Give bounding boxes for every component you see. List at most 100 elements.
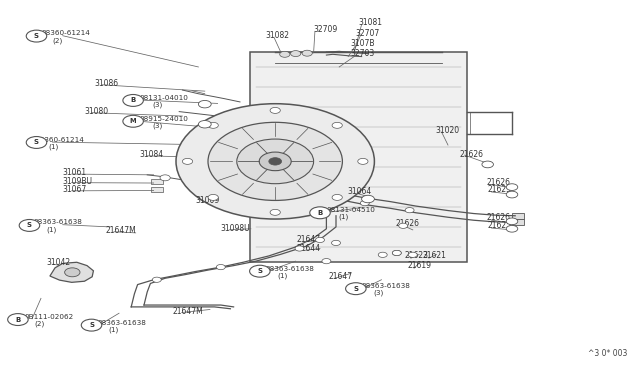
Circle shape — [176, 104, 374, 219]
Text: 31009: 31009 — [195, 196, 220, 205]
Circle shape — [160, 175, 170, 181]
Text: (1): (1) — [47, 226, 57, 233]
Circle shape — [123, 94, 143, 106]
Circle shape — [208, 122, 342, 201]
Text: 31086: 31086 — [95, 79, 119, 88]
Text: 21647: 21647 — [296, 235, 321, 244]
Circle shape — [291, 51, 301, 57]
Polygon shape — [50, 262, 93, 282]
Text: 21621: 21621 — [422, 251, 446, 260]
Circle shape — [405, 208, 414, 213]
Text: (1): (1) — [48, 144, 58, 150]
Circle shape — [198, 121, 211, 128]
Circle shape — [65, 268, 80, 277]
Text: 08360-61214: 08360-61214 — [35, 137, 84, 143]
Circle shape — [19, 219, 40, 231]
Circle shape — [302, 50, 312, 56]
Circle shape — [208, 122, 218, 128]
Circle shape — [506, 191, 518, 198]
Circle shape — [482, 161, 493, 168]
Text: 3109BU: 3109BU — [63, 177, 93, 186]
Text: 21626: 21626 — [486, 213, 511, 222]
Text: 08360-61214: 08360-61214 — [42, 31, 90, 36]
Circle shape — [358, 158, 368, 164]
Text: (3): (3) — [152, 123, 163, 129]
Circle shape — [378, 252, 387, 257]
Circle shape — [399, 223, 408, 228]
Text: B: B — [131, 97, 136, 103]
Circle shape — [280, 51, 290, 57]
Text: (2): (2) — [34, 321, 44, 327]
Circle shape — [506, 218, 518, 225]
Text: 08131-04510: 08131-04510 — [326, 207, 375, 213]
Text: 0B111-02062: 0B111-02062 — [24, 314, 74, 320]
Circle shape — [259, 152, 291, 171]
Circle shape — [332, 195, 342, 201]
Text: 21626: 21626 — [396, 219, 420, 228]
Circle shape — [310, 207, 330, 219]
Circle shape — [270, 108, 280, 113]
FancyBboxPatch shape — [151, 187, 163, 192]
Text: 31082: 31082 — [266, 31, 289, 40]
FancyBboxPatch shape — [512, 213, 524, 219]
Circle shape — [506, 184, 518, 190]
Text: S: S — [27, 222, 32, 228]
Text: (1): (1) — [277, 272, 287, 279]
Text: 08131-04010: 08131-04010 — [140, 95, 188, 101]
Text: S: S — [34, 140, 39, 145]
Circle shape — [392, 250, 401, 256]
Circle shape — [26, 30, 47, 42]
Text: 21619: 21619 — [408, 262, 432, 270]
Circle shape — [332, 122, 342, 128]
Text: 31064: 31064 — [348, 187, 372, 196]
FancyBboxPatch shape — [250, 52, 467, 262]
Text: 21644: 21644 — [296, 244, 321, 253]
Text: 31061: 31061 — [63, 169, 87, 177]
Text: 31080: 31080 — [84, 107, 109, 116]
Text: 21647M: 21647M — [106, 226, 136, 235]
Circle shape — [237, 139, 314, 184]
Text: M: M — [130, 118, 136, 124]
Text: (1): (1) — [109, 326, 119, 333]
Circle shape — [8, 314, 28, 326]
Text: 32709: 32709 — [314, 25, 338, 34]
Text: B: B — [15, 317, 20, 323]
Circle shape — [332, 240, 340, 246]
Circle shape — [322, 259, 331, 264]
Text: 32703: 32703 — [351, 49, 375, 58]
Circle shape — [269, 158, 282, 165]
Circle shape — [392, 250, 401, 256]
Circle shape — [250, 265, 270, 277]
Text: (3): (3) — [373, 289, 383, 296]
FancyBboxPatch shape — [151, 179, 163, 184]
Circle shape — [270, 209, 280, 215]
Text: S: S — [89, 322, 94, 328]
Text: 31020: 31020 — [435, 126, 460, 135]
Text: (2): (2) — [52, 38, 63, 44]
Text: 08363-61638: 08363-61638 — [97, 320, 146, 326]
Circle shape — [360, 201, 369, 206]
Text: (1): (1) — [338, 214, 348, 221]
Text: 31081: 31081 — [358, 18, 383, 27]
Text: 21625: 21625 — [488, 185, 512, 194]
Text: ^3 0* 003: ^3 0* 003 — [588, 349, 627, 358]
Text: 32707: 32707 — [355, 29, 380, 38]
Text: 21626: 21626 — [460, 150, 484, 158]
Text: 31042: 31042 — [46, 258, 70, 267]
Circle shape — [316, 237, 324, 243]
Text: S: S — [34, 33, 39, 39]
Text: 08363-61638: 08363-61638 — [34, 219, 83, 225]
Circle shape — [216, 264, 225, 270]
Text: S: S — [257, 268, 262, 274]
Circle shape — [362, 195, 374, 203]
Text: 21647M: 21647M — [173, 307, 204, 316]
Text: 08363-61638: 08363-61638 — [266, 266, 314, 272]
Circle shape — [346, 283, 366, 295]
FancyBboxPatch shape — [512, 219, 524, 225]
Circle shape — [198, 100, 211, 108]
Text: 31067: 31067 — [63, 185, 87, 194]
Circle shape — [208, 195, 218, 201]
Text: 21647: 21647 — [328, 272, 353, 280]
Text: (3): (3) — [152, 102, 163, 108]
Text: 31098U: 31098U — [221, 224, 250, 233]
